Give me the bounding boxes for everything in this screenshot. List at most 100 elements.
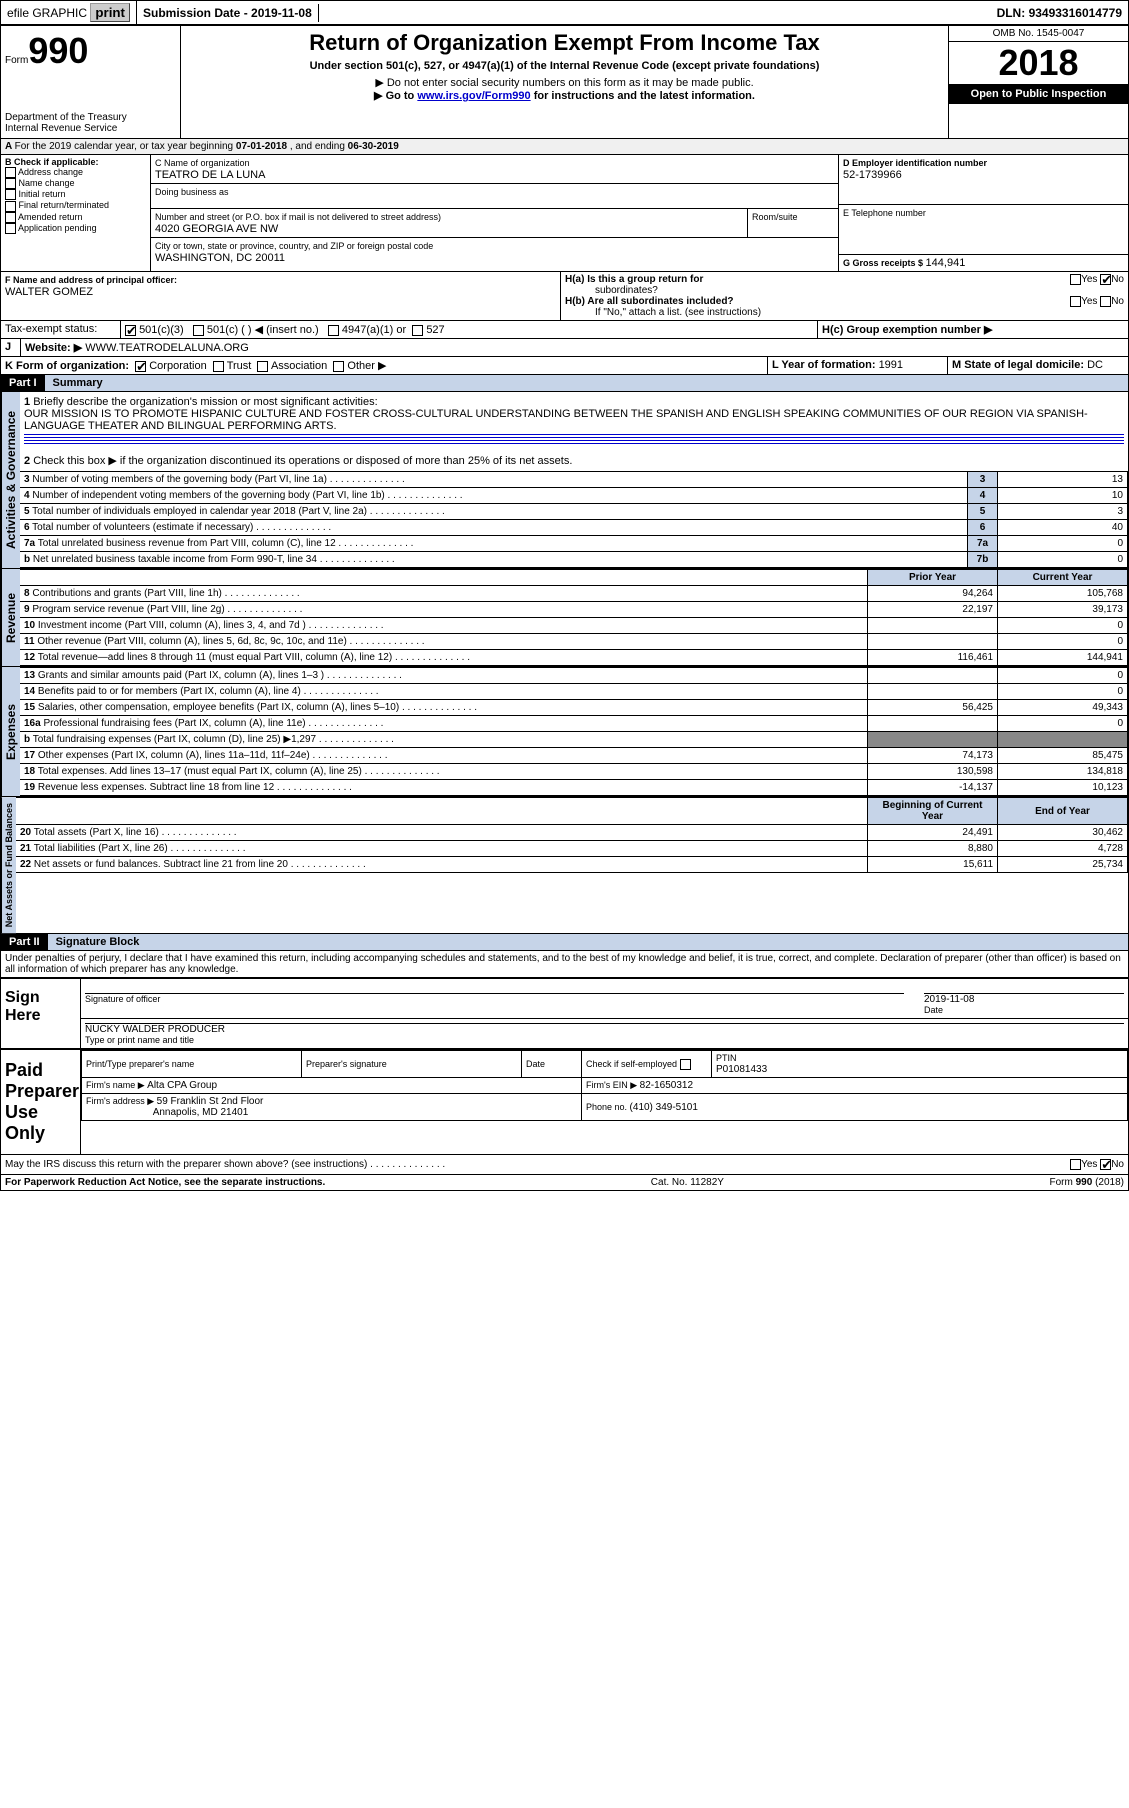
state-domicile: DC	[1087, 359, 1103, 371]
ein: 52-1739966	[843, 169, 902, 181]
check-self-employed[interactable]	[680, 1059, 691, 1070]
part1-header: Part I	[1, 375, 45, 391]
discuss-no[interactable]	[1100, 1159, 1111, 1170]
note-link: ▶ Go to www.irs.gov/Form990 for instruct…	[185, 89, 944, 102]
ha-no[interactable]	[1100, 274, 1111, 285]
sig-date: 2019-11-08	[924, 994, 974, 1005]
form-title: Return of Organization Exempt From Incom…	[185, 30, 944, 56]
box-h: H(a) Is this a group return for Yes No s…	[561, 272, 1128, 320]
check-assoc[interactable]	[257, 361, 268, 372]
form-footer: Form 990 (2018)	[1050, 1177, 1124, 1188]
prep-sig-label: Preparer's signature	[306, 1059, 387, 1069]
form-label: Form	[5, 55, 28, 66]
part2-header: Part II	[1, 934, 48, 950]
note-ssn: ▶ Do not enter social security numbers o…	[185, 76, 944, 89]
sign-here-label: Sign Here	[1, 979, 81, 1048]
firm-ein: 82-1650312	[640, 1080, 693, 1091]
ha-yes[interactable]	[1070, 274, 1081, 285]
check-amended[interactable]	[5, 212, 16, 223]
part2-title: Signature Block	[48, 934, 1128, 950]
firm-addr1: 59 Franklin St 2nd Floor	[157, 1096, 264, 1107]
org-name: TEATRO DE LA LUNA	[155, 169, 265, 181]
cat-no: Cat. No. 11282Y	[651, 1177, 724, 1188]
year-formation: 1991	[879, 359, 903, 371]
section-a-period: A For the 2019 calendar year, or tax yea…	[1, 139, 1128, 155]
firm-name-label: Firm's name ▶	[86, 1080, 147, 1090]
box-b: B Check if applicable: Address change Na…	[1, 155, 151, 271]
irs-link[interactable]: www.irs.gov/Form990	[417, 90, 530, 102]
tax-status-opts: 501(c)(3) 501(c) ( ) ◀ (insert no.) 4947…	[121, 321, 818, 338]
box-f-label: F Name and address of principal officer:	[5, 275, 177, 285]
check-501c[interactable]	[193, 325, 204, 336]
check-initial[interactable]	[5, 189, 16, 200]
ptin-label: PTIN	[716, 1053, 737, 1063]
prep-name-label: Print/Type preparer's name	[86, 1059, 194, 1069]
sig-date-label: Date	[924, 1005, 943, 1015]
firm-ein-label: Firm's EIN ▶	[586, 1080, 640, 1090]
open-inspection: Open to Public Inspection	[949, 84, 1128, 104]
check-addr-change[interactable]	[5, 167, 16, 178]
tax-year: 2018	[949, 42, 1128, 84]
box-g-label: G Gross receipts $	[843, 258, 926, 268]
addr-label: Number and street (or P.O. box if mail i…	[155, 212, 441, 222]
check-4947[interactable]	[328, 325, 339, 336]
form-header: Form990 Department of the Treasury Inter…	[1, 26, 1128, 139]
vtab-netassets: Net Assets or Fund Balances	[1, 797, 16, 933]
vtab-activities: Activities & Governance	[1, 392, 20, 568]
vtab-revenue: Revenue	[1, 569, 20, 666]
check-pending[interactable]	[5, 223, 16, 234]
q1-mission: 1 Briefly describe the organization's mi…	[20, 392, 1128, 450]
revenue-table: Prior YearCurrent Year 8 Contributions a…	[20, 569, 1128, 666]
efile-label: efile GRAPHIC print	[1, 1, 137, 24]
check-527[interactable]	[412, 325, 423, 336]
box-c-label: C Name of organization	[155, 158, 250, 168]
q2-discontinued: 2 Check this box ▶ if the organization d…	[20, 450, 1128, 471]
check-final[interactable]	[5, 201, 16, 212]
netassets-table: Beginning of Current YearEnd of Year 20 …	[16, 797, 1128, 873]
print-button[interactable]: print	[90, 3, 130, 22]
check-other[interactable]	[333, 361, 344, 372]
box-m-label: M State of legal domicile:	[952, 359, 1087, 371]
firm-addr2: Annapolis, MD 21401	[153, 1107, 249, 1118]
firm-name: Alta CPA Group	[147, 1080, 217, 1091]
check-trust[interactable]	[213, 361, 224, 372]
omb-number: OMB No. 1545-0047	[949, 26, 1128, 42]
form-number: 990	[28, 30, 88, 71]
form-990: Form990 Department of the Treasury Inter…	[0, 25, 1129, 1191]
paid-preparer-block: Paid Preparer Use Only Print/Type prepar…	[1, 1048, 1128, 1154]
officer-name: WALTER GOMEZ	[5, 286, 93, 298]
dba-label: Doing business as	[155, 187, 229, 197]
website-url: WWW.TEATRODELALUNA.ORG	[85, 342, 249, 354]
discuss-yes[interactable]	[1070, 1159, 1081, 1170]
dept-irs: Internal Revenue Service	[5, 123, 176, 134]
vtab-expenses: Expenses	[1, 667, 20, 796]
discuss-row: May the IRS discuss this return with the…	[1, 1154, 1128, 1174]
type-label: Type or print name and title	[85, 1035, 194, 1045]
city-label: City or town, state or province, country…	[155, 241, 433, 251]
org-city: WASHINGTON, DC 20011	[155, 252, 285, 264]
prep-check: Check if self-employed	[586, 1059, 677, 1069]
firm-phone: (410) 349-5101	[630, 1102, 698, 1113]
pra-notice: For Paperwork Reduction Act Notice, see …	[5, 1177, 325, 1188]
hb-no[interactable]	[1100, 296, 1111, 307]
sign-here-block: Sign Here Signature of officer 2019-11-0…	[1, 977, 1128, 1048]
perjury-declaration: Under penalties of perjury, I declare th…	[1, 951, 1128, 977]
firm-phone-label: Phone no.	[586, 1102, 630, 1112]
page-footer: For Paperwork Reduction Act Notice, see …	[1, 1174, 1128, 1190]
website-label: Website: ▶	[25, 342, 82, 354]
dln: DLN: 93493316014779	[991, 4, 1128, 22]
box-d-label: D Employer identification number	[843, 158, 987, 168]
box-j: J	[5, 341, 11, 353]
check-501c3[interactable]	[125, 325, 136, 336]
check-name-change[interactable]	[5, 178, 16, 189]
hb-yes[interactable]	[1070, 296, 1081, 307]
box-k: K Form of organization: Corporation Trus…	[1, 357, 768, 374]
paid-prep-label: Paid Preparer Use Only	[1, 1050, 81, 1154]
governance-table: 3 Number of voting members of the govern…	[20, 471, 1128, 568]
firm-addr-label: Firm's address ▶	[86, 1096, 157, 1106]
prep-date-label: Date	[526, 1059, 545, 1069]
room-label: Room/suite	[752, 212, 798, 222]
part1-title: Summary	[45, 375, 1128, 391]
check-corp[interactable]	[135, 361, 146, 372]
ptin: P01081433	[716, 1064, 767, 1075]
